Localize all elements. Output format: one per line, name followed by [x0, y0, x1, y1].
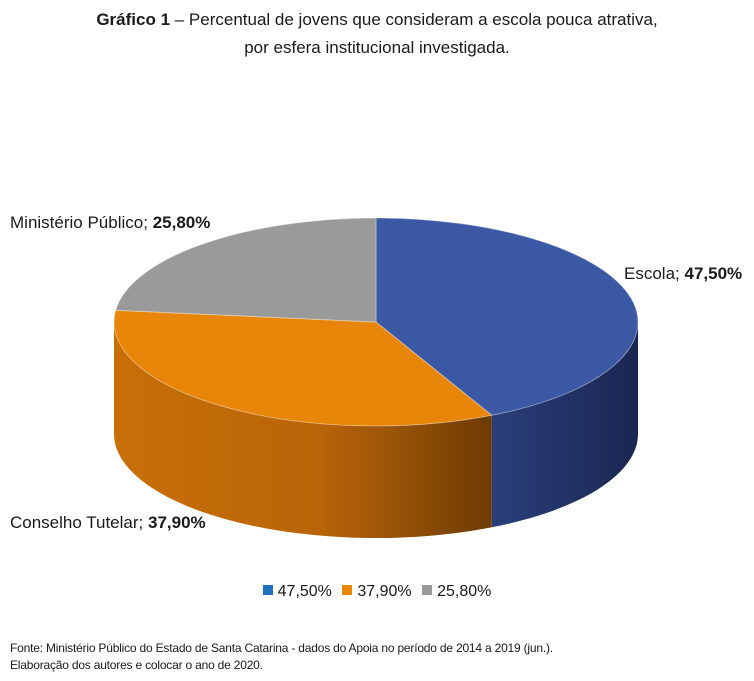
pie-slice-conselho-tutelar [113, 309, 493, 427]
title-line1: – Percentual de jovens que consideram a … [170, 10, 658, 29]
source-note: Fonte: Ministério Público do Estado de S… [10, 640, 553, 674]
label-escola: Escola; 47,50% [624, 264, 743, 283]
label-conselho-value: 37,90% [147, 513, 206, 532]
legend-label: 37,90% [357, 583, 412, 600]
label-escola-name: Escola [624, 264, 676, 283]
source-line1: Fonte: Ministério Público do Estado de S… [10, 641, 553, 655]
label-ministerio-name: Ministério Público [10, 213, 144, 232]
legend-swatch [422, 585, 433, 595]
chart-title: Gráfico 1 – Percentual de jovens que con… [0, 6, 754, 62]
legend-label: 25,80% [437, 583, 492, 600]
label-escola-value: 47,50% [684, 264, 743, 283]
pie-side-escola [491, 322, 638, 528]
legend-label: 47,50% [277, 583, 332, 600]
title-line2: por esfera institucional investigada. [244, 38, 510, 57]
label-conselho-name: Conselho Tutelar [10, 513, 139, 532]
label-conselho-tutelar: Conselho Tutelar; 37,90% [10, 513, 206, 532]
legend-item: 47,50% [262, 583, 332, 601]
source-line2: Elaboração dos autores e colocar o ano d… [10, 658, 263, 672]
title-prefix: Gráfico 1 [96, 10, 171, 29]
legend-item: 37,90% [342, 583, 412, 601]
label-ministerio-publico: Ministério Público; 25,80% [10, 213, 211, 232]
pie-slice-ministerio-publico [115, 217, 377, 323]
legend-item: 25,80% [422, 583, 491, 601]
legend: 47,50% 37,90% 25,80% [0, 583, 754, 601]
pie-slice-escola [375, 217, 639, 416]
legend-swatch [342, 585, 353, 595]
label-ministerio-value: 25,80% [152, 213, 211, 232]
legend-swatch [262, 585, 273, 595]
pie-side-conselho-tutelar [114, 322, 492, 538]
